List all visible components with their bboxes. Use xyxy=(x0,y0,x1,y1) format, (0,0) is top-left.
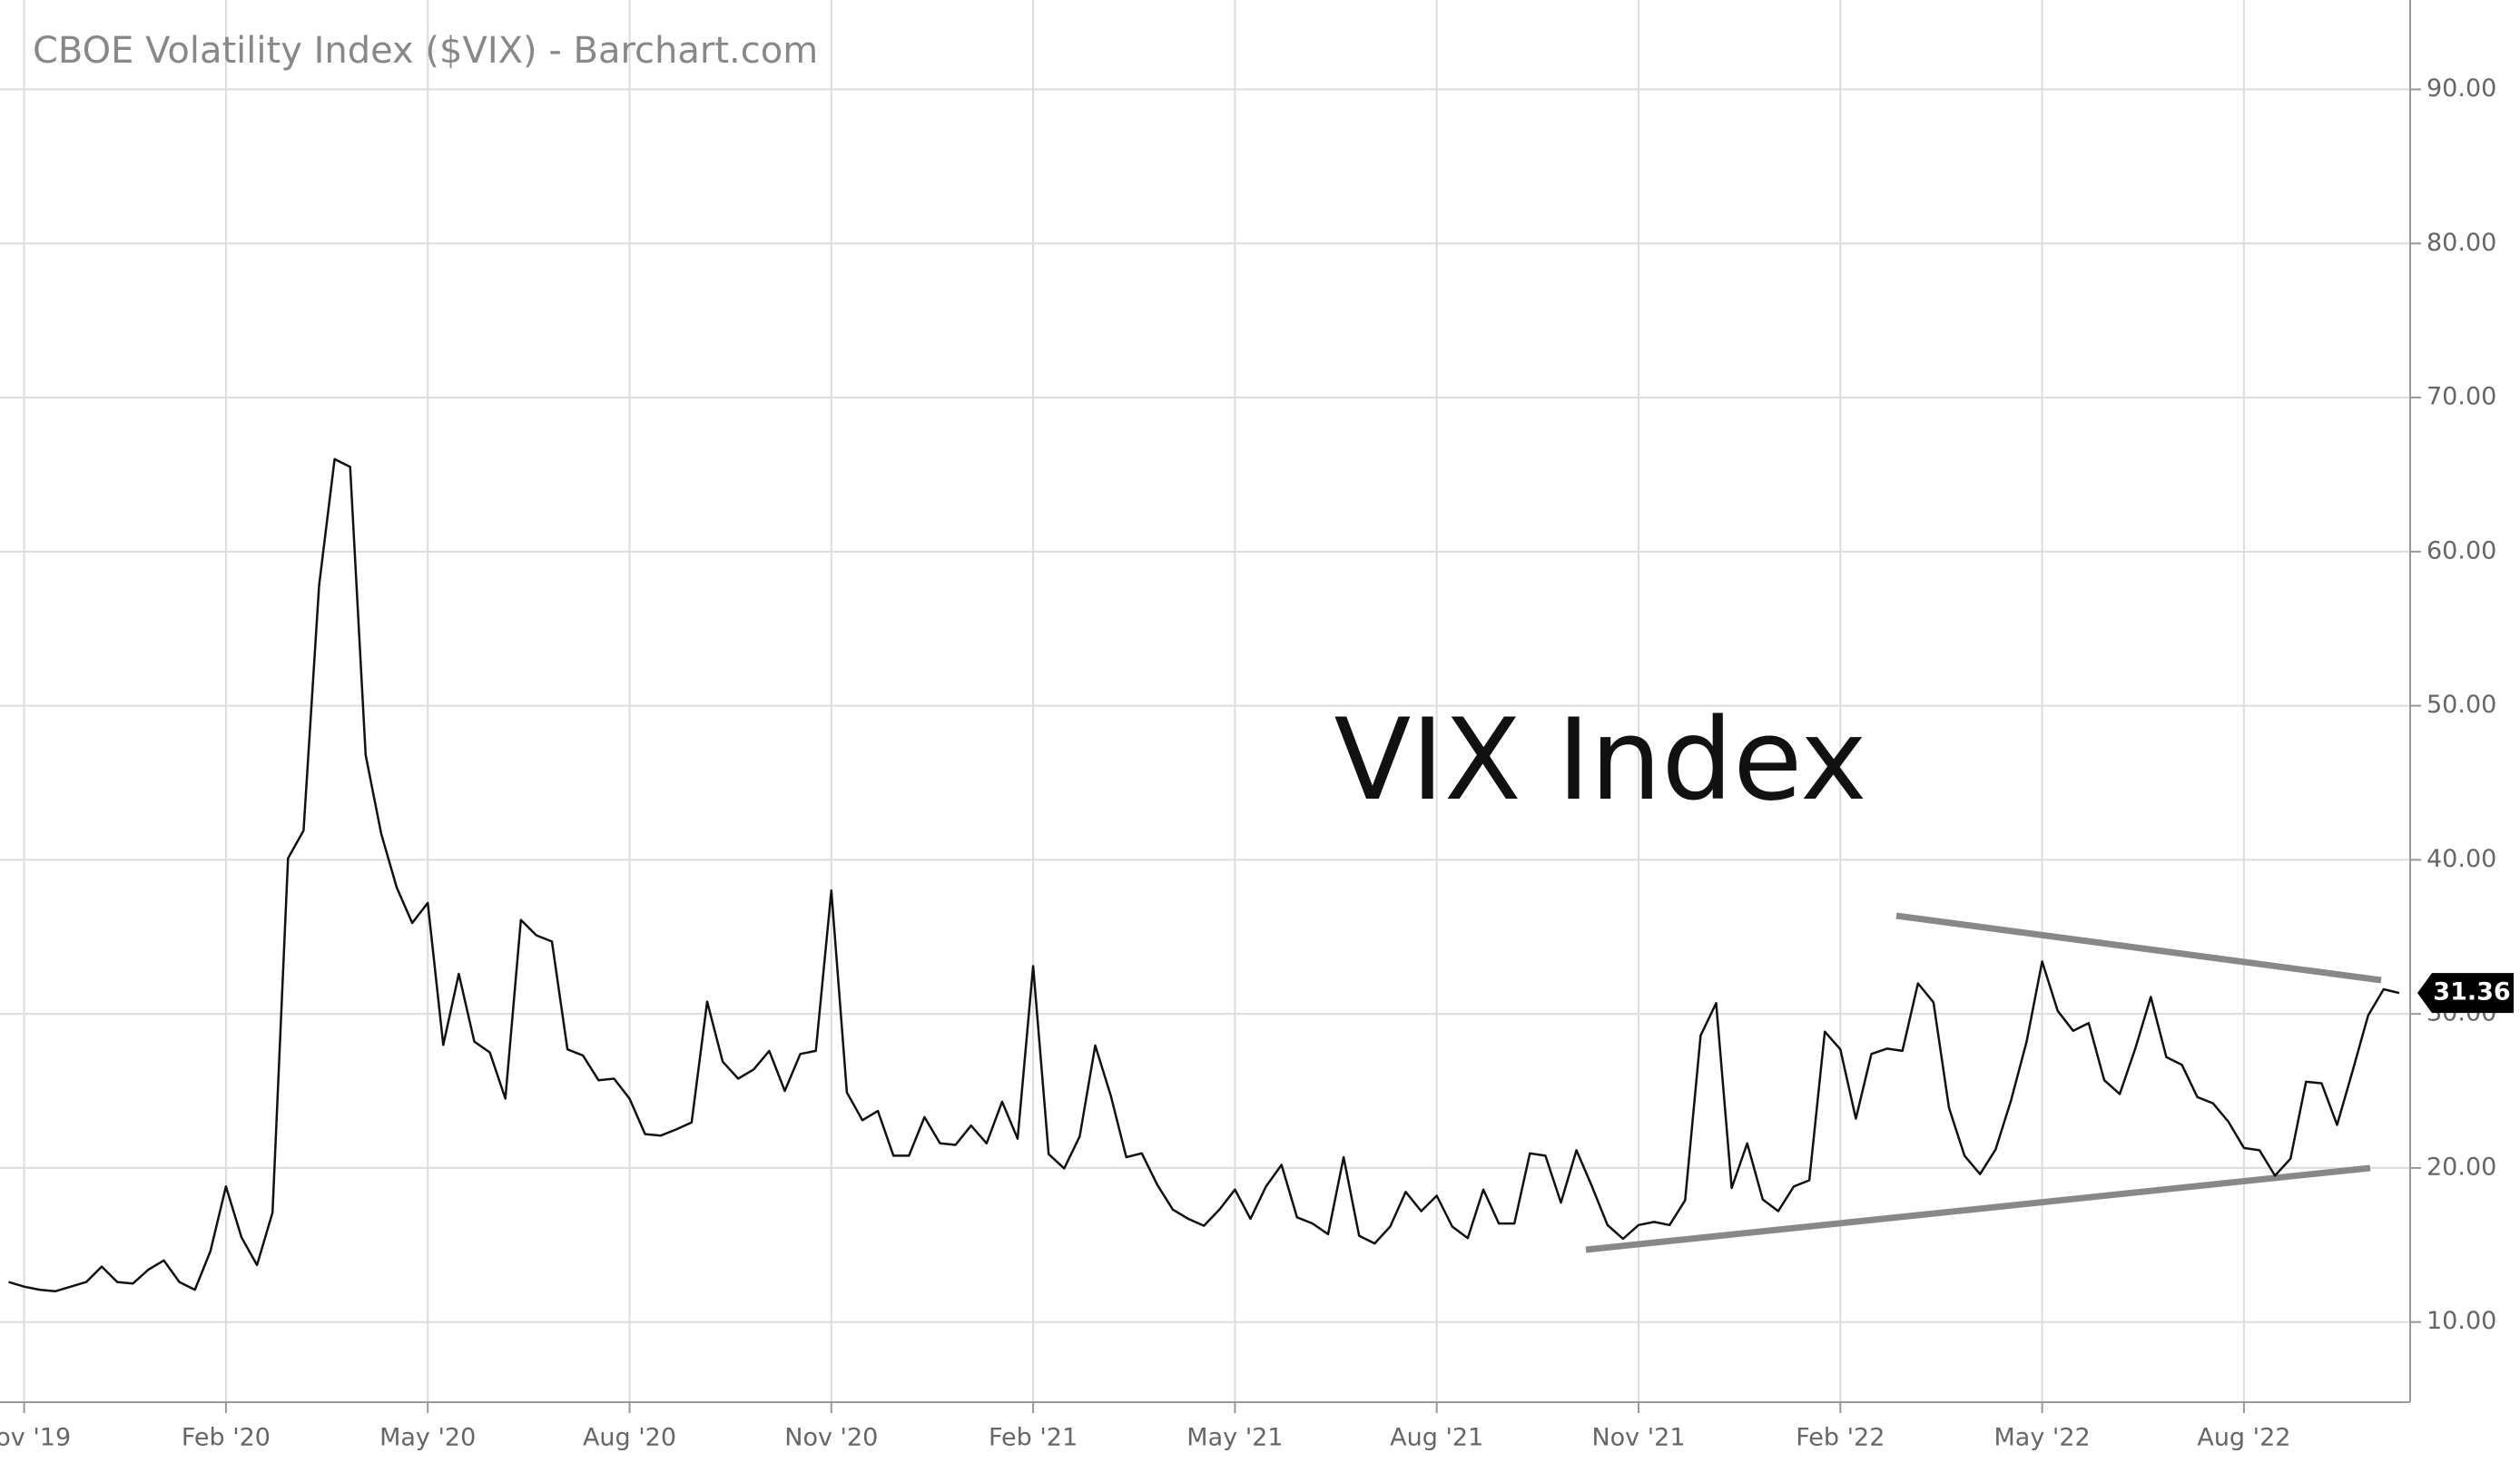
last-value-badge xyxy=(2417,973,2514,1014)
annotation: VIX Index xyxy=(1334,695,1866,826)
trend-line-upper xyxy=(1895,912,2382,984)
y-tick-label: 70.00 xyxy=(2426,383,2496,411)
x-tick-label: May '20 xyxy=(379,1424,476,1452)
x-tick-label: Aug '21 xyxy=(1390,1424,1483,1452)
y-tick-label: 20.00 xyxy=(2426,1153,2496,1181)
y-tick-label: 90.00 xyxy=(2426,74,2496,103)
x-tick-label: Aug '20 xyxy=(583,1424,676,1452)
x-tick-label: Nov '19 xyxy=(0,1424,71,1452)
y-tick-label: 80.00 xyxy=(2426,229,2496,257)
x-tick-label: Feb '21 xyxy=(989,1424,1078,1452)
chart-title: CBOE Volatility Index ($VIX) - Barchart.… xyxy=(33,30,818,72)
x-tick-label: Feb '22 xyxy=(1796,1424,1885,1452)
x-tick-label: May '22 xyxy=(1994,1424,2091,1452)
x-tick-label: Aug '22 xyxy=(2197,1424,2290,1452)
x-tick-label: Feb '20 xyxy=(182,1424,271,1452)
data-line xyxy=(8,457,2400,1293)
x-tick-label: Nov '20 xyxy=(784,1424,878,1452)
grid xyxy=(0,0,2410,1402)
x-tick-label: May '21 xyxy=(1186,1424,1283,1452)
y-tick-label: 40.00 xyxy=(2426,845,2496,873)
trend-line-lower xyxy=(1585,1164,2371,1253)
y-tick-label: 10.00 xyxy=(2426,1307,2496,1335)
last-value-label: 31.36 xyxy=(2433,978,2510,1006)
y-tick-label: 60.00 xyxy=(2426,536,2496,565)
y-tick-label: 50.00 xyxy=(2426,691,2496,719)
x-tick-label: Nov '21 xyxy=(1591,1424,1685,1452)
